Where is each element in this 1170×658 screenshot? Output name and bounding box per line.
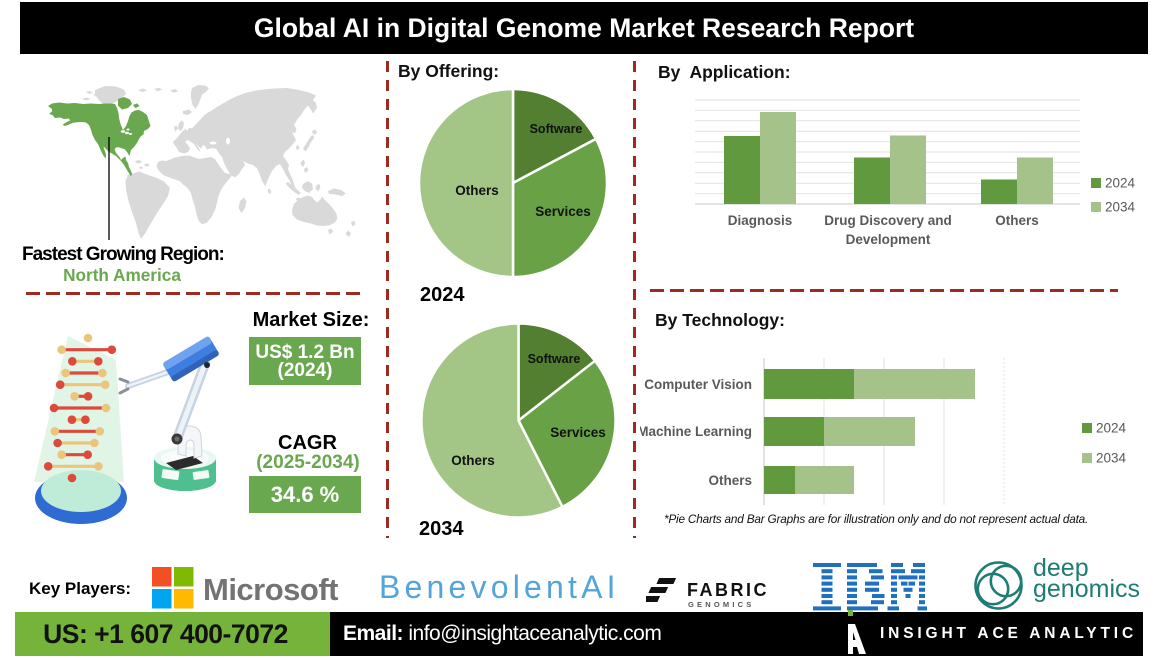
svg-text:Development: Development [846, 232, 931, 247]
svg-text:Others: Others [708, 473, 752, 488]
svg-text:2034: 2034 [1096, 451, 1127, 466]
svg-text:Services: Services [550, 425, 606, 440]
svg-text:Computer Vision: Computer Vision [644, 377, 752, 392]
svg-text:Others: Others [455, 183, 499, 198]
svg-text:Software: Software [528, 352, 581, 366]
svg-text:Others: Others [451, 453, 495, 468]
svg-text:Diagnosis: Diagnosis [728, 213, 793, 228]
svg-text:2034: 2034 [1105, 200, 1136, 215]
svg-text:Services: Services [535, 204, 591, 219]
svg-text:Software: Software [530, 122, 583, 136]
svg-text:Machine Learning: Machine Learning [640, 424, 752, 439]
svg-text:Drug Discovery and: Drug Discovery and [824, 213, 952, 228]
svg-text:2024: 2024 [1105, 176, 1136, 191]
svg-text:2024: 2024 [1096, 421, 1127, 436]
svg-text:Others: Others [995, 213, 1039, 228]
